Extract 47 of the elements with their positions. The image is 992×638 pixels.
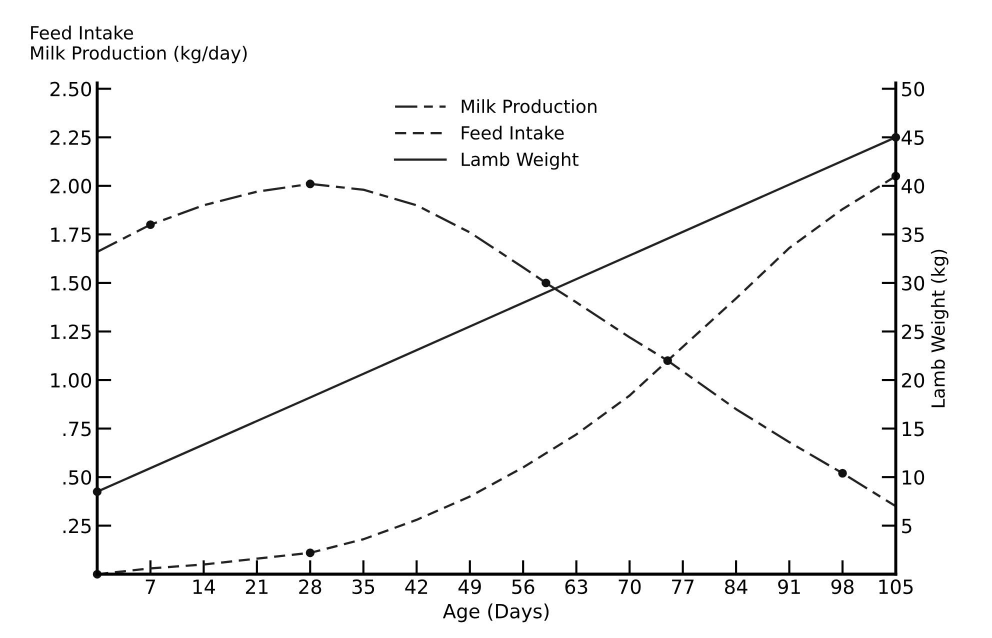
y2-tick-label: 40 [902,178,924,194]
y2-tick-label: 5 [902,518,912,534]
x-tick-label: 70 [618,579,641,594]
y2-tick-label: 20 [902,372,924,388]
x-tick-label: 91 [778,579,800,594]
y-tick-label: 2.25 [50,130,91,145]
y-tick-label: 1.75 [51,228,91,242]
point [663,356,672,365]
y2-tick-label: 15 [902,422,924,436]
y-tick-label: 2.50 [50,82,92,96]
y2-tick-label: 45 [902,130,924,145]
x-tick-label: 21 [246,579,268,594]
y-tick-label: .25 [64,518,91,534]
point [306,180,315,188]
legend-label: Lamb Weight [462,152,578,170]
x-tick-label: 77 [672,580,694,594]
x-tick-label: 63 [565,579,588,594]
y-tick-label: 1.00 [51,372,92,388]
y2-tick-label: 50 [902,82,924,96]
y2-tick-label: 30 [902,276,924,291]
y2-axis-title: Lamb Weight (kg) [930,250,948,408]
y2-tick-label: 25 [902,324,924,340]
y-tick-label: .75 [64,422,91,436]
point [838,468,847,478]
point [146,220,155,230]
x-tick-label: 35 [352,579,374,594]
x-tick-label: 49 [458,579,481,594]
y2-tick-label: 35 [902,227,924,242]
x-tick-label: 56 [512,579,534,594]
legend-label: Milk Production [462,99,596,114]
y-tick-label: .50 [64,470,92,485]
x-tick-label: 28 [299,579,322,594]
x-axis-title: Age (Days) [442,603,549,622]
point [306,548,315,558]
y-tick-label: 2.00 [50,178,92,194]
x-tick-label: 42 [405,579,428,594]
x-tick-label: 98 [831,579,854,594]
x-tick-label: 14 [193,580,215,594]
legend-label: Feed Intake [462,126,564,140]
y2-tick-label: 10 [902,470,924,485]
x-tick-label: 7 [146,580,155,594]
x-tick-label: 105 [879,579,913,594]
point [542,278,550,288]
y-axis-title: Feed Intake Milk Production (kg/day) [31,26,247,64]
y-tick-label: 1.25 [51,324,91,340]
y-tick-label: 1.50 [51,276,92,291]
x-tick-label: 84 [725,579,748,594]
